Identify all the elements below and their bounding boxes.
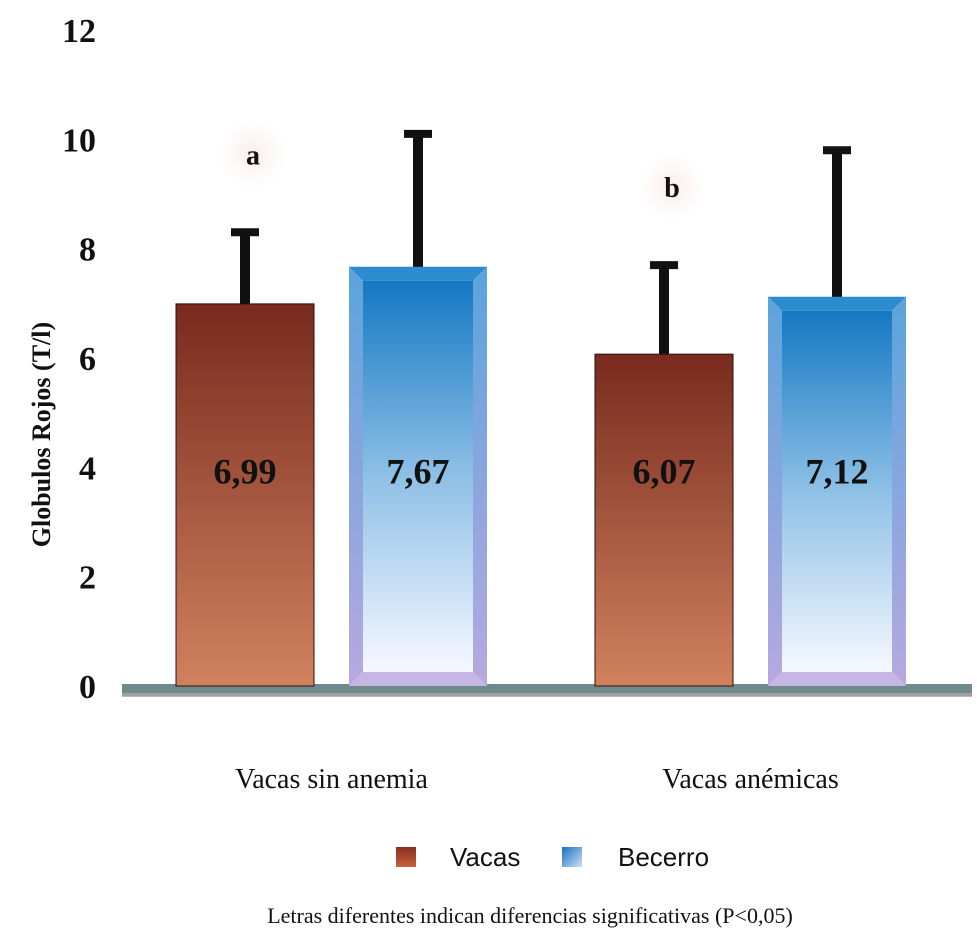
y-tick-label: 8 [79,232,96,269]
bar-becerro-top-bevel [768,296,906,311]
y-tick-label: 12 [62,13,96,50]
bar-becerro [363,280,473,672]
y-axis: 0 2 4 6 8 10 12 Globulos Rojos (T/l) [27,13,972,706]
value-label-vacas: 6,99 [214,452,277,492]
legend: Vacas Becerro Letras diferentes indican di… [267,842,793,928]
y-tick-label: 0 [79,669,96,706]
legend-label-becerro: Becerro [618,842,709,872]
legend-label-vacas: Vacas [450,842,520,872]
value-label-becerro: 7,67 [387,452,450,492]
bar-becerro-left-bevel [768,296,782,686]
y-tick-label: 4 [79,450,96,487]
bar-becerro-left-bevel [349,266,363,686]
y-axis-title: Globulos Rojos (T/l) [27,322,56,547]
bar-becerro-bottom-bevel [768,672,906,686]
y-tick-label: 10 [62,122,96,159]
significance-halo [638,153,706,222]
legend-swatch-vacas [396,847,416,867]
bars [175,129,906,687]
bar-becerro-right-bevel [473,266,487,686]
footnote: Letras diferentes indican diferencias si… [267,903,793,928]
y-tick-label: 2 [79,560,96,597]
legend-swatch-becerro [562,847,582,867]
category-label: Vacas anémicas [662,764,838,795]
category-label: Vacas sin anemia [235,764,428,795]
significance-letter: b [664,173,680,204]
bar-vacas [594,353,734,687]
bar-becerro [782,310,892,672]
bar-becerro-right-bevel [892,296,906,686]
y-tick-label: 6 [79,341,96,378]
value-label-becerro: 7,12 [806,452,869,492]
significance-halo [219,120,287,189]
bar-becerro-bottom-bevel [349,672,487,686]
bar-becerro-top-bevel [349,266,487,281]
significance-letter: a [246,140,260,171]
chart-labels: 6,99 7,67 a Vacas sin anemia 6,07 7,12 b Vacas … [214,120,869,795]
value-label-vacas: 6,07 [633,452,696,492]
bar-vacas [175,303,315,687]
x-axis-shadow [122,693,972,697]
